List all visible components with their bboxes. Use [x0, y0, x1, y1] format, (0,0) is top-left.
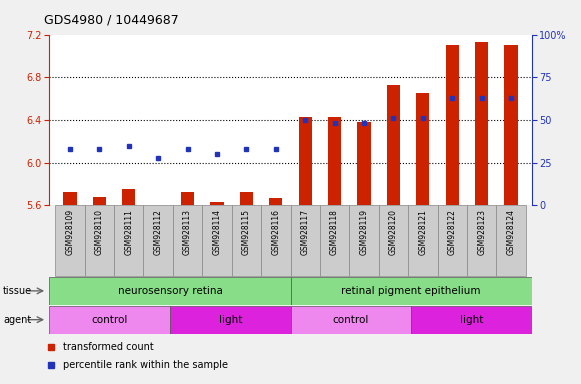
Bar [416, 93, 429, 205]
Bar [387, 85, 400, 205]
Bar [240, 192, 253, 205]
Bar [261, 205, 290, 276]
Bar [232, 205, 261, 276]
Text: control: control [91, 314, 128, 325]
Text: agent: agent [3, 314, 31, 325]
Text: GSM928124: GSM928124 [507, 209, 515, 255]
Bar [446, 45, 459, 205]
Bar [496, 205, 526, 276]
Bar [85, 205, 114, 276]
Bar [299, 117, 312, 205]
Text: GSM928114: GSM928114 [213, 209, 221, 255]
Text: GSM928110: GSM928110 [95, 209, 104, 255]
Text: light: light [218, 314, 242, 325]
Bar [504, 45, 518, 205]
Text: tissue: tissue [3, 286, 32, 296]
Text: retinal pigment epithelium: retinal pigment epithelium [341, 286, 481, 296]
Bar [290, 205, 320, 276]
Text: GSM928120: GSM928120 [389, 209, 398, 255]
Text: GSM928123: GSM928123 [477, 209, 486, 255]
Text: GSM928118: GSM928118 [330, 209, 339, 255]
Bar [437, 205, 467, 276]
Bar [49, 277, 290, 305]
Bar [475, 42, 488, 205]
Bar [290, 306, 411, 333]
Text: GSM928121: GSM928121 [418, 209, 427, 255]
Bar [269, 198, 282, 205]
Bar [320, 205, 349, 276]
Text: control: control [332, 314, 369, 325]
Bar [357, 122, 371, 205]
Bar [181, 192, 194, 205]
Text: percentile rank within the sample: percentile rank within the sample [63, 360, 228, 370]
Bar [408, 205, 437, 276]
Bar [379, 205, 408, 276]
Text: GSM928109: GSM928109 [66, 209, 74, 255]
Bar [173, 205, 202, 276]
Text: GDS4980 / 10449687: GDS4980 / 10449687 [44, 14, 178, 27]
Bar [411, 306, 532, 333]
Bar [49, 306, 170, 333]
Bar [122, 189, 135, 205]
Bar [114, 205, 144, 276]
Text: GSM928119: GSM928119 [360, 209, 368, 255]
Text: GSM928113: GSM928113 [183, 209, 192, 255]
Text: GSM928117: GSM928117 [301, 209, 310, 255]
Bar [210, 202, 224, 205]
Bar [144, 205, 173, 276]
Bar [328, 117, 341, 205]
Text: neurosensory retina: neurosensory retina [117, 286, 223, 296]
Text: GSM928111: GSM928111 [124, 209, 133, 255]
Text: transformed count: transformed count [63, 342, 153, 352]
Bar [170, 306, 290, 333]
Text: light: light [460, 314, 483, 325]
Text: GSM928122: GSM928122 [448, 209, 457, 255]
Text: GSM928115: GSM928115 [242, 209, 251, 255]
Bar [290, 277, 532, 305]
Bar [93, 197, 106, 205]
Bar [467, 205, 496, 276]
Bar [55, 205, 85, 276]
Bar [349, 205, 379, 276]
Text: GSM928116: GSM928116 [271, 209, 280, 255]
Text: GSM928112: GSM928112 [154, 209, 163, 255]
Bar [202, 205, 232, 276]
Bar [63, 192, 77, 205]
